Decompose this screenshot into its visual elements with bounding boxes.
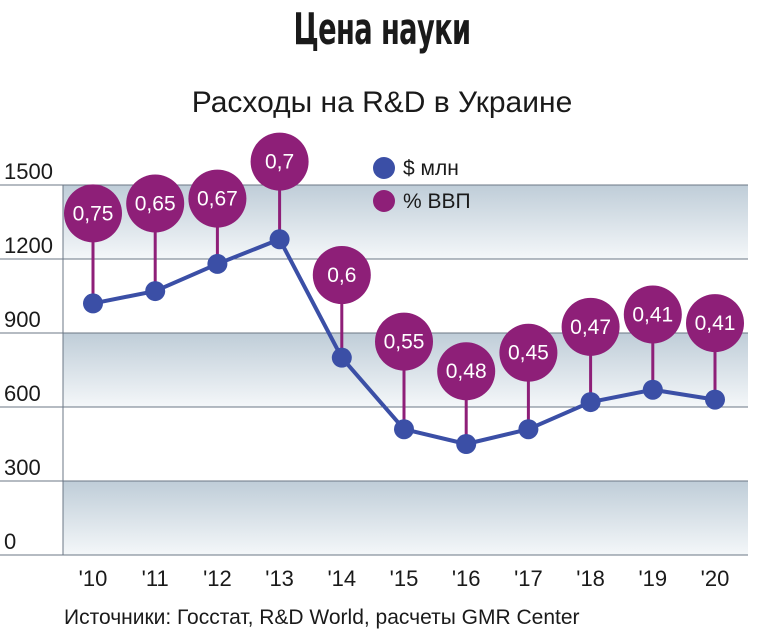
spending-points — [83, 229, 725, 454]
gdp-bubble — [188, 169, 247, 228]
gdp-bubble-label: 0,6 — [327, 264, 356, 287]
y-tick-label: 1200 — [4, 233, 53, 258]
spending-point — [83, 293, 103, 314]
x-tick-label: '18 — [576, 566, 605, 591]
x-tick-label: '11 — [142, 566, 169, 591]
legend: $ млн % ВВП — [373, 157, 471, 213]
gdp-share-bubbles: 0,75 0,65 0,67 0,7 0,6 0,55 0,48 0,45 0,47 0,41 0,… — [64, 132, 744, 401]
y-tick-label: 0 — [4, 529, 16, 554]
spending-point — [580, 392, 601, 413]
y-tick-label: 1500 — [4, 159, 53, 184]
gdp-bubble — [64, 184, 122, 243]
legend-label-gdp: % ВВП — [403, 190, 471, 213]
gdp-bubble — [250, 132, 309, 191]
gdp-bubble — [561, 297, 620, 356]
legend-marker-spending — [373, 157, 395, 179]
x-tick-label: '12 — [203, 566, 232, 591]
gdp-bubble-label: 0,55 — [384, 331, 425, 354]
x-tick-label: '19 — [638, 566, 667, 591]
gdp-bubble — [312, 246, 371, 305]
band — [63, 481, 748, 555]
gdp-bubble-label: 0,7 — [265, 151, 294, 174]
spending-point — [705, 389, 725, 410]
gdp-bubble-label: 0,45 — [508, 342, 549, 365]
x-tick-label: '20 — [701, 566, 730, 591]
x-tick-label: '14 — [327, 566, 356, 591]
source-note: Источники: Госстат, R&D World, расчеты G… — [64, 606, 580, 629]
x-tick-label: '10 — [79, 566, 108, 591]
spending-point — [642, 379, 663, 400]
gdp-bubble-label: 0,67 — [197, 188, 238, 211]
gdp-bubble — [623, 285, 682, 344]
y-tick-label: 300 — [4, 455, 41, 480]
y-tick-label: 600 — [4, 381, 41, 406]
gdp-bubble — [126, 174, 185, 233]
y-axis-ticks: 0 300 600 900 1200 1500 — [4, 159, 53, 554]
x-tick-label: '16 — [452, 566, 481, 591]
x-tick-label: '17 — [514, 566, 543, 591]
y-tick-label: 900 — [4, 307, 41, 332]
gdp-bubble-label: 0,47 — [570, 316, 611, 339]
gdp-bubble-label: 0,41 — [695, 312, 736, 335]
spending-point — [456, 434, 477, 454]
legend-marker-gdp — [373, 190, 395, 212]
chart-title: Цена науки — [293, 4, 471, 55]
spending-point — [331, 347, 352, 368]
spending-point — [518, 419, 539, 440]
spending-point — [269, 229, 290, 250]
gdp-bubble — [437, 342, 496, 401]
spending-point — [145, 281, 166, 302]
gdp-bubble-label: 0,65 — [135, 193, 176, 216]
x-tick-label: '13 — [265, 566, 294, 591]
chart-gridlines — [0, 184, 748, 556]
gdp-bubble-label: 0,75 — [73, 202, 114, 225]
gdp-bubble — [686, 294, 744, 353]
gdp-bubble-label: 0,41 — [632, 304, 673, 327]
chart-subtitle: Расходы на R&D в Украине — [191, 86, 573, 119]
gdp-bubble — [375, 312, 433, 371]
gdp-bubble — [499, 323, 558, 382]
spending-point — [394, 419, 414, 440]
spending-point — [207, 253, 228, 274]
x-tick-label: '15 — [390, 566, 419, 591]
gdp-bubble-label: 0,48 — [446, 360, 487, 383]
x-axis-ticks: '10 '11 '12 '13 '14 '15 '16 '17 '18 '19 '20 — [79, 566, 730, 591]
legend-label-spending: $ млн — [403, 157, 459, 180]
